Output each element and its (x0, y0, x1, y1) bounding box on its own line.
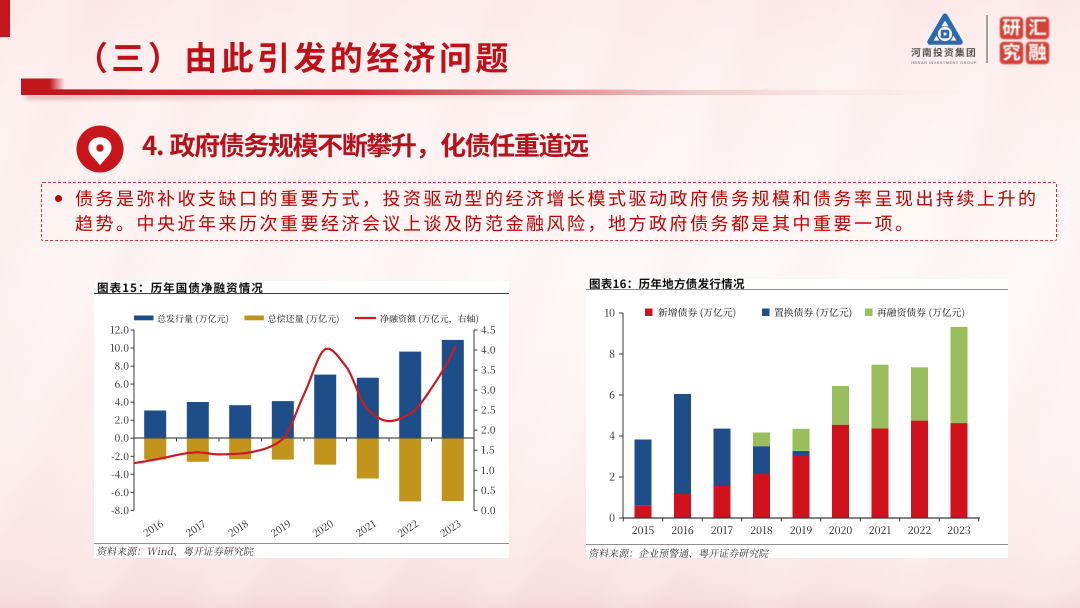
svg-text:总发行量 (万亿元): 总发行量 (万亿元) (157, 312, 229, 325)
svg-text:3.0: 3.0 (481, 382, 496, 397)
svg-text:2017: 2017 (711, 523, 734, 538)
svg-text:置换债券 (万亿元): 置换债券 (万亿元) (774, 305, 852, 319)
svg-text:-6.0: -6.0 (111, 484, 129, 499)
svg-text:4: 4 (609, 429, 615, 444)
svg-text:2: 2 (609, 470, 615, 485)
svg-text:10: 10 (604, 306, 615, 321)
svg-text:2022: 2022 (908, 523, 932, 538)
svg-text:2020: 2020 (309, 515, 336, 540)
svg-text:2018: 2018 (225, 515, 252, 539)
svg-text:0.0: 0.0 (481, 502, 496, 517)
svg-text:4.0: 4.0 (115, 394, 130, 409)
svg-text:12.0: 12.0 (110, 322, 130, 337)
svg-text:2017: 2017 (182, 515, 208, 539)
svg-text:-4.0: -4.0 (111, 466, 129, 481)
svg-text:2.0: 2.0 (481, 422, 496, 437)
svg-text:2.5: 2.5 (481, 402, 496, 417)
svg-text:2021: 2021 (869, 523, 892, 538)
svg-text:0.0: 0.0 (115, 430, 130, 445)
svg-text:新增债券 (万亿元): 新增债券 (万亿元) (658, 305, 736, 319)
svg-text:再融资债券 (万亿元): 再融资债券 (万亿元) (877, 305, 965, 319)
svg-text:2016: 2016 (140, 515, 167, 539)
svg-text:2023: 2023 (437, 515, 464, 540)
svg-text:2021: 2021 (352, 515, 378, 539)
svg-text:6: 6 (609, 388, 615, 403)
svg-text:2.0: 2.0 (115, 412, 130, 427)
svg-text:总偿还量 (万亿元): 总偿还量 (万亿元) (268, 312, 340, 325)
svg-text:-8.0: -8.0 (111, 502, 129, 517)
svg-text:1.0: 1.0 (481, 462, 495, 477)
svg-text:8.0: 8.0 (115, 358, 130, 373)
svg-text:2015: 2015 (632, 523, 655, 538)
svg-text:2020: 2020 (829, 523, 853, 538)
svg-text:2019: 2019 (267, 515, 294, 539)
svg-text:2019: 2019 (790, 523, 813, 538)
svg-text:2023: 2023 (947, 523, 971, 538)
svg-text:0.5: 0.5 (481, 482, 496, 497)
svg-text:4.5: 4.5 (481, 322, 496, 337)
svg-text:8: 8 (609, 347, 615, 362)
svg-text:4.0: 4.0 (481, 342, 496, 357)
svg-text:10.0: 10.0 (110, 340, 130, 355)
svg-text:1.5: 1.5 (481, 442, 495, 457)
svg-text:3.5: 3.5 (481, 362, 496, 377)
svg-text:2022: 2022 (394, 515, 421, 540)
svg-text:-2.0: -2.0 (111, 448, 129, 463)
svg-text:2016: 2016 (671, 523, 694, 538)
svg-text:0: 0 (609, 511, 615, 526)
svg-text:6.0: 6.0 (115, 376, 130, 391)
svg-text:净融资额 (万亿元，右轴): 净融资额 (万亿元，右轴) (380, 312, 479, 325)
svg-text:2018: 2018 (750, 523, 773, 538)
